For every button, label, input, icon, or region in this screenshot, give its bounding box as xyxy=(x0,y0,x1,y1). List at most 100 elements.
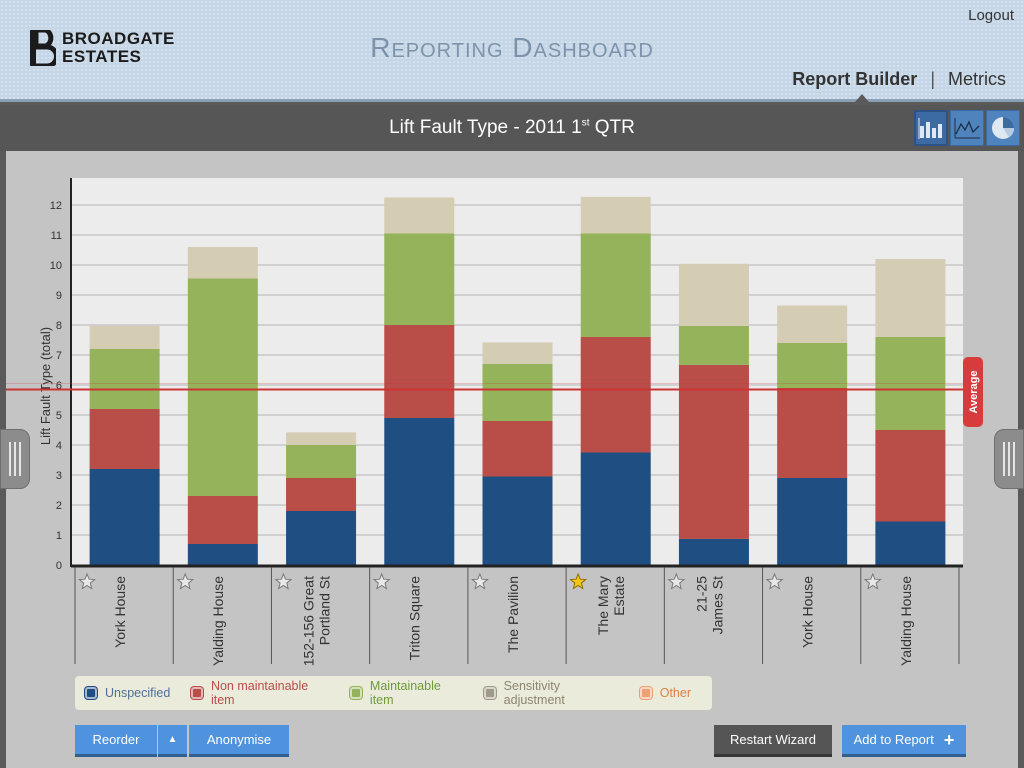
bar-segment xyxy=(482,364,553,421)
bar-segment xyxy=(384,197,455,234)
legend-item-other[interactable]: Other xyxy=(639,686,691,700)
bar-segment xyxy=(875,521,946,565)
bar-segment xyxy=(580,337,651,453)
bar-chart-view-button[interactable] xyxy=(914,110,948,146)
category-label: Yalding House xyxy=(210,576,226,666)
line-chart-view-button[interactable] xyxy=(950,110,984,146)
average-tag-label: Average xyxy=(968,370,980,413)
star-icon[interactable] xyxy=(569,572,587,590)
y-tick-label: 12 xyxy=(50,200,62,212)
left-panel-handle[interactable] xyxy=(0,429,30,489)
chart-title: Lift Fault Type - 2011 1st QTR xyxy=(0,117,1024,139)
grip-line-icon xyxy=(9,442,11,476)
bar-segment xyxy=(580,452,651,565)
line-chart-icon xyxy=(954,118,980,139)
legend-swatch-icon xyxy=(484,687,496,699)
reorder-direction-button[interactable]: ▲ xyxy=(158,725,187,757)
legend-swatch-icon xyxy=(350,687,362,699)
bar-segment xyxy=(482,421,553,477)
star-icon[interactable] xyxy=(372,572,391,590)
anonymise-button[interactable]: Anonymise xyxy=(189,725,289,757)
app-title: Reporting Dashboard xyxy=(370,32,654,63)
legend-item-unspecified[interactable]: Unspecified xyxy=(85,686,170,700)
right-panel-handle[interactable] xyxy=(994,429,1024,489)
logout-link[interactable]: Logout xyxy=(968,7,1014,24)
add-to-report-label: Add to Report xyxy=(853,732,934,747)
bar-segment xyxy=(384,418,455,565)
category-label: The Mary xyxy=(595,576,611,635)
brand-logo: BROADGATE ESTATES xyxy=(30,30,175,66)
star-icon[interactable] xyxy=(274,572,293,590)
bar-segment xyxy=(580,233,651,337)
star-icon[interactable] xyxy=(765,572,784,590)
grip-line-icon xyxy=(19,442,21,476)
bar-segment xyxy=(187,496,258,544)
legend-label: Non maintainable item xyxy=(210,679,309,707)
legend-swatch-icon xyxy=(85,687,97,699)
legend-label: Other xyxy=(659,686,691,700)
y-tick-label: 6 xyxy=(56,380,62,392)
bar-chart-icon xyxy=(918,118,942,139)
star-icon[interactable] xyxy=(176,572,195,590)
y-tick-label: 11 xyxy=(51,230,62,242)
legend-label: Unspecified xyxy=(105,686,171,700)
category-label: York House xyxy=(800,576,816,648)
nav-metrics[interactable]: Metrics xyxy=(948,69,1006,89)
chart-view-switcher xyxy=(914,110,1020,146)
add-to-report-button[interactable]: Add to Report + xyxy=(842,725,966,757)
bar-segment xyxy=(678,263,749,326)
legend-item-sensitivity[interactable]: Sensitivity adjustment xyxy=(484,679,619,707)
brand-logo-text: BROADGATE ESTATES xyxy=(62,30,175,66)
star-icon[interactable] xyxy=(78,572,96,590)
pie-chart-icon xyxy=(992,117,1015,139)
nav-active-pointer xyxy=(855,94,869,102)
reorder-button[interactable]: Reorder xyxy=(75,725,157,757)
brand-line-1: BROADGATE xyxy=(62,29,175,48)
category-label: Estate xyxy=(611,576,627,616)
nav-report-builder[interactable]: Report Builder xyxy=(792,69,918,89)
legend-label: Sensitivity adjustment xyxy=(503,679,565,707)
bar-segment xyxy=(482,342,553,364)
pie-chart-view-button[interactable] xyxy=(986,110,1020,146)
bar-segment xyxy=(187,544,258,565)
bar-segment xyxy=(482,476,553,565)
grip-line-icon xyxy=(1008,442,1010,476)
y-axis-label: Lift Fault Type (total) xyxy=(38,327,53,445)
star-icon[interactable] xyxy=(471,572,489,590)
main-nav: Report Builder | Metrics xyxy=(792,69,1006,90)
grip-line-icon xyxy=(14,442,16,476)
brand-logo-mark-icon xyxy=(30,30,56,66)
restart-wizard-button[interactable]: Restart Wizard xyxy=(714,725,832,757)
y-tick-label: 10 xyxy=(50,260,62,272)
bar-segment xyxy=(777,343,848,388)
chart-title-sup: st xyxy=(581,117,590,129)
legend-item-non-maintainable[interactable]: Non maintainable item xyxy=(191,679,329,707)
legend-swatch-icon xyxy=(191,687,203,699)
category-label: Yalding House xyxy=(898,576,914,666)
category-label: The Pavilion xyxy=(505,576,521,653)
category-label: Portland St xyxy=(316,576,332,645)
legend-item-maintainable[interactable]: Maintainable item xyxy=(350,679,463,707)
legend-swatch-icon xyxy=(639,687,652,699)
category-label: James St xyxy=(709,576,725,634)
bar-segment xyxy=(187,278,258,496)
bar-segment xyxy=(286,511,357,565)
bar-segment xyxy=(678,538,749,565)
category-label: York House xyxy=(112,576,128,648)
bar-segment xyxy=(777,478,848,565)
category-label: 152-156 Great xyxy=(300,576,316,666)
star-icon[interactable] xyxy=(667,572,686,590)
star-icon[interactable] xyxy=(863,572,882,590)
y-tick-label: 0 xyxy=(56,560,62,572)
y-tick-label: 4 xyxy=(56,440,62,452)
y-tick-label: 8 xyxy=(56,320,62,332)
y-tick-label: 5 xyxy=(56,410,62,422)
brand-line-2: ESTATES xyxy=(62,47,142,66)
bar-segment xyxy=(89,469,160,565)
bar-segment xyxy=(777,388,848,478)
bar-segment xyxy=(286,432,357,445)
bar-segment xyxy=(678,364,749,539)
bar-segment xyxy=(580,196,651,234)
bar-segment xyxy=(678,325,749,365)
